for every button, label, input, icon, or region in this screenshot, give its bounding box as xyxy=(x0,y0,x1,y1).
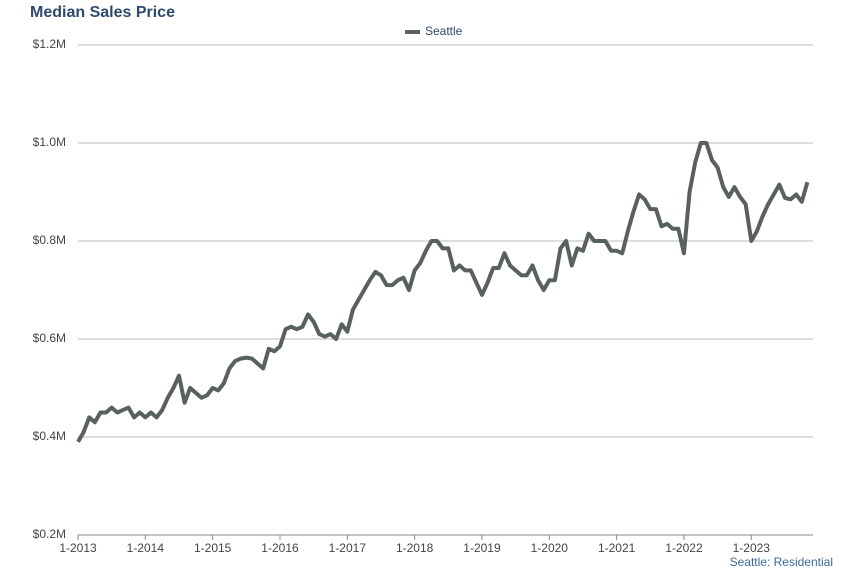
chart-title: Median Sales Price xyxy=(30,4,175,21)
x-tick-label: 1-2015 xyxy=(194,541,232,555)
y-tick-label: $0.8M xyxy=(33,233,66,247)
x-tick-label: 1-2022 xyxy=(665,541,703,555)
y-tick-label: $0.2M xyxy=(33,527,66,541)
x-tick-label: 1-2013 xyxy=(59,541,97,555)
x-tick-label: 1-2017 xyxy=(329,541,367,555)
y-tick-label: $1.0M xyxy=(33,135,66,149)
y-tick-label: $0.6M xyxy=(33,331,66,345)
x-tick-label: 1-2023 xyxy=(733,541,771,555)
line-series xyxy=(76,141,810,443)
x-tick-label: 1-2018 xyxy=(396,541,434,555)
x-tick-label: 1-2016 xyxy=(261,541,299,555)
legend-label: Seattle xyxy=(425,24,463,38)
x-tick-label: 1-2019 xyxy=(463,541,501,555)
y-tick-label: $0.4M xyxy=(33,429,66,443)
x-tick-label: 1-2021 xyxy=(598,541,636,555)
x-tick-label: 1-2014 xyxy=(127,541,165,555)
y-tick-label: $1.2M xyxy=(33,37,66,51)
footer: Seattle: Residential xyxy=(730,555,833,569)
x-tick-label: 1-2020 xyxy=(531,541,569,555)
